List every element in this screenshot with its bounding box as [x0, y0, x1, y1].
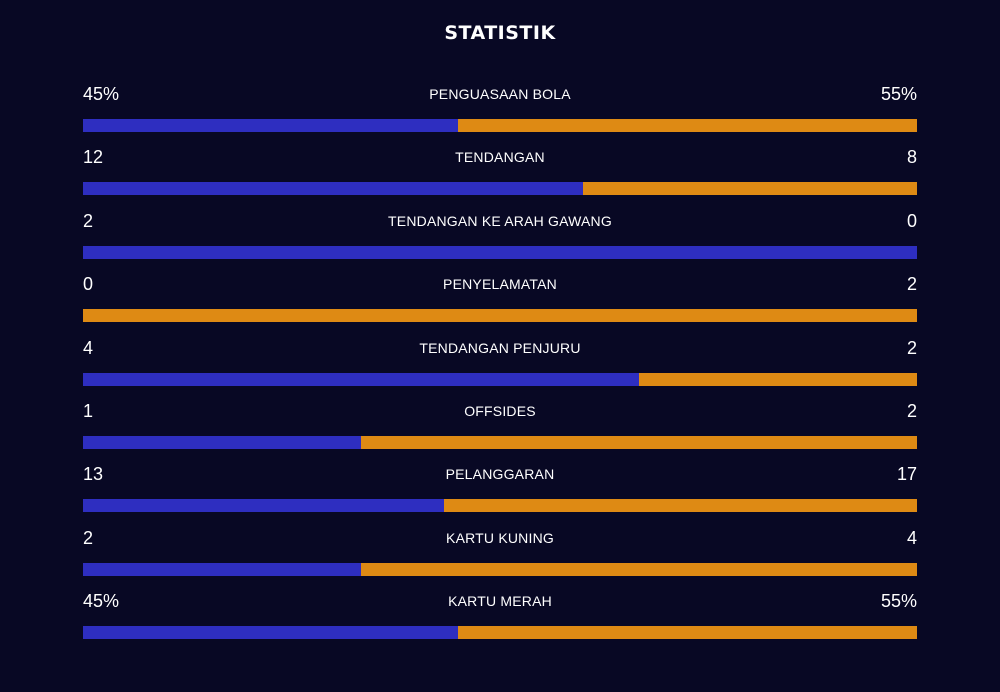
stat-row: 1 OFFSIDES 2 [83, 398, 917, 461]
stat-label: PELANGGARAN [445, 466, 555, 483]
stat-row: 4 TENDANGAN PENJURU 2 [83, 335, 917, 398]
stat-row: 12 TENDANGAN 8 [83, 144, 917, 207]
stat-bar [83, 562, 917, 576]
stat-bar [83, 119, 917, 132]
home-value: 13 [83, 464, 104, 485]
home-value: 4 [83, 337, 94, 358]
home-bar-segment [83, 372, 640, 386]
stat-bar [83, 499, 917, 513]
home-value: 2 [83, 210, 94, 231]
away-bar-segment [458, 119, 917, 132]
stat-row: 2 KARTU KUNING 4 [83, 525, 917, 588]
stat-list: 45% PENGUASAAN BOLA 55% 12 TENDANGAN 8 2… [83, 81, 917, 652]
home-bar-segment [83, 435, 361, 449]
stat-bar [83, 372, 917, 386]
home-bar-segment [83, 499, 445, 513]
stat-label: KARTU KUNING [446, 529, 554, 546]
stat-row: 0 PENYELAMATAN 2 [83, 271, 917, 334]
away-bar-segment [444, 499, 917, 513]
home-value: 2 [83, 527, 94, 548]
away-value: 2 [906, 400, 917, 421]
away-value: 8 [906, 147, 917, 168]
stat-row: 45% PENGUASAAN BOLA 55% [83, 81, 917, 144]
away-bar-segment [360, 435, 917, 449]
home-bar-segment [83, 245, 917, 259]
home-value: 12 [83, 147, 104, 168]
away-bar-segment [360, 562, 917, 576]
away-bar-segment [639, 372, 917, 386]
stat-label: OFFSIDES [464, 402, 536, 419]
away-value: 0 [906, 210, 917, 231]
home-value: 45% [83, 591, 120, 612]
home-value: 45% [83, 84, 120, 104]
away-value: 2 [906, 274, 917, 295]
stat-bar [83, 309, 917, 323]
home-value: 0 [83, 274, 94, 295]
stat-bar [83, 245, 917, 259]
stat-row: 45% KARTU MERAH 55% [83, 588, 917, 651]
stat-bar [83, 626, 917, 640]
home-value: 1 [83, 400, 94, 421]
stat-label: TENDANGAN KE ARAH GAWANG [388, 212, 612, 229]
away-value: 2 [906, 337, 917, 358]
stat-label: PENYELAMATAN [443, 276, 557, 293]
stat-bar [83, 182, 917, 196]
statistics-title: STATISTIK [444, 22, 556, 44]
away-value: 17 [896, 464, 917, 485]
stat-label: TENDANGAN PENJURU [419, 339, 581, 356]
home-bar-segment [83, 562, 361, 576]
stat-label: KARTU MERAH [448, 593, 552, 610]
away-bar-segment [583, 182, 917, 196]
away-value: 55% [880, 84, 917, 104]
stat-label: TENDANGAN [455, 149, 545, 166]
home-bar-segment [83, 626, 459, 640]
away-bar-segment [83, 309, 917, 323]
home-bar-segment [83, 119, 459, 132]
away-value: 4 [906, 527, 917, 548]
home-bar-segment [83, 182, 584, 196]
away-bar-segment [458, 626, 917, 640]
stat-bar [83, 435, 917, 449]
stat-row: 13 PELANGGARAN 17 [83, 461, 917, 524]
stat-row: 2 TENDANGAN KE ARAH GAWANG 0 [83, 208, 917, 271]
away-value: 55% [880, 591, 917, 612]
stat-label: PENGUASAAN BOLA [429, 86, 571, 102]
